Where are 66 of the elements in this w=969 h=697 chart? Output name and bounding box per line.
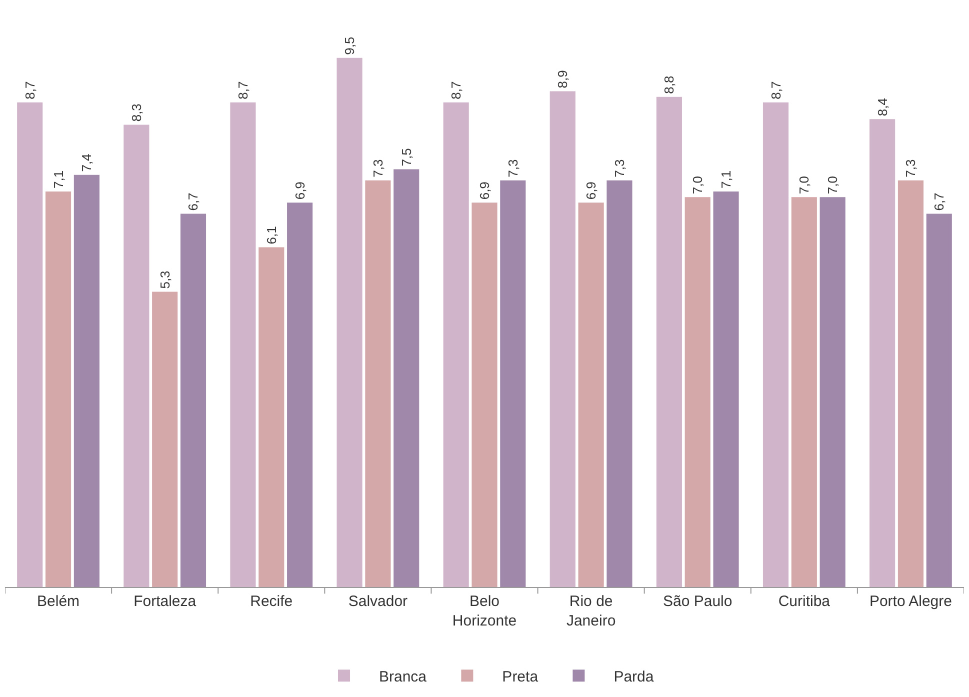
data-label: 8,9 bbox=[555, 70, 570, 88]
bar bbox=[472, 202, 498, 587]
data-label: 7,3 bbox=[903, 159, 918, 178]
bar bbox=[152, 292, 178, 587]
data-label: 6,9 bbox=[292, 182, 308, 200]
bar bbox=[762, 102, 789, 587]
data-label: 6,7 bbox=[186, 192, 201, 211]
data-label: 7,5 bbox=[398, 148, 414, 166]
bar bbox=[394, 169, 420, 587]
data-label: 6,9 bbox=[584, 182, 599, 200]
bar bbox=[578, 202, 604, 587]
bar bbox=[684, 197, 710, 587]
bar bbox=[287, 202, 313, 587]
data-label: 7,1 bbox=[50, 170, 66, 189]
bar bbox=[45, 192, 72, 587]
data-label: 6,1 bbox=[264, 226, 279, 244]
bar bbox=[180, 214, 206, 587]
data-label: 7,0 bbox=[690, 176, 706, 194]
data-label: 8,7 bbox=[235, 81, 250, 100]
legend-label: Branca bbox=[379, 668, 428, 686]
data-label: 8,7 bbox=[448, 81, 464, 100]
bar bbox=[870, 119, 896, 587]
data-label: 7,4 bbox=[79, 154, 94, 172]
data-label: 8,7 bbox=[768, 81, 784, 100]
data-label: 8,3 bbox=[128, 104, 144, 122]
bar bbox=[898, 180, 924, 587]
bar bbox=[258, 247, 284, 587]
data-label: 5,3 bbox=[157, 270, 172, 289]
x-tick-label: Rio de Janeiro bbox=[566, 593, 616, 630]
data-label: 9,5 bbox=[342, 36, 358, 55]
data-label: 6,9 bbox=[477, 182, 492, 200]
bar bbox=[443, 102, 469, 587]
x-tick-label: Recife bbox=[250, 593, 293, 610]
bar bbox=[656, 96, 682, 587]
bar bbox=[230, 102, 256, 587]
bar bbox=[791, 197, 817, 587]
x-tick-label: Curitiba bbox=[778, 593, 831, 610]
bar bbox=[336, 58, 362, 587]
x-tick-label: Salvador bbox=[348, 593, 408, 610]
bar bbox=[500, 180, 526, 587]
x-tick-label: São Paulo bbox=[662, 593, 732, 610]
data-label: 7,0 bbox=[796, 176, 812, 194]
data-label: 8,7 bbox=[22, 81, 38, 100]
bar bbox=[74, 174, 100, 587]
bar bbox=[820, 197, 846, 587]
legend-label: Parda bbox=[614, 668, 654, 686]
x-tick-label: Porto Alegre bbox=[869, 593, 952, 610]
data-label: 7,3 bbox=[505, 159, 520, 178]
x-tick-label: Belo Horizonte bbox=[452, 593, 517, 630]
data-label: 7,0 bbox=[825, 176, 840, 194]
data-label: 7,3 bbox=[612, 159, 627, 178]
bar bbox=[606, 180, 632, 587]
x-tick-label: Belém bbox=[37, 593, 80, 610]
bar bbox=[365, 180, 391, 587]
legend-label: Preta bbox=[502, 668, 539, 686]
bar bbox=[926, 214, 952, 587]
data-label: 6,7 bbox=[932, 192, 947, 211]
data-label: 7,1 bbox=[718, 170, 734, 189]
bar bbox=[550, 91, 576, 587]
data-label: 8,8 bbox=[662, 76, 677, 94]
bar bbox=[713, 192, 739, 587]
bar bbox=[124, 124, 150, 587]
data-label: 8,4 bbox=[874, 98, 890, 116]
data-label: 7,3 bbox=[370, 159, 386, 178]
bar bbox=[17, 102, 43, 587]
x-tick-label: Fortaleza bbox=[134, 593, 197, 610]
